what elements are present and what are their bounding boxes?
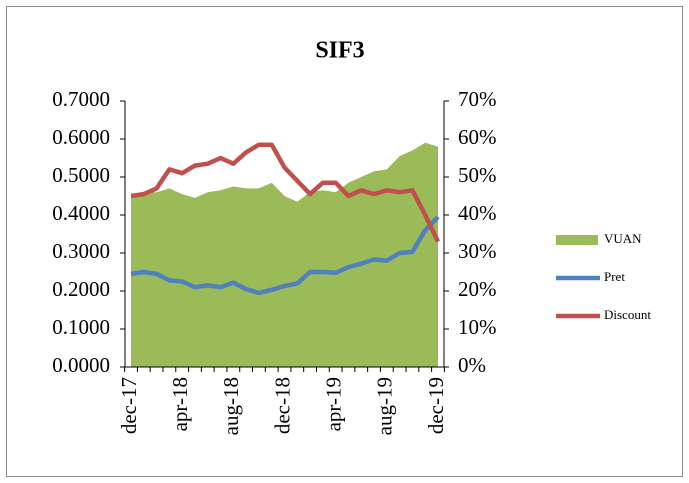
x-tick-label: aug-19 <box>373 377 397 435</box>
y2-tick-label: 40% <box>458 201 497 225</box>
legend-label: Discount <box>604 307 651 322</box>
legend-label: Pret <box>604 269 625 284</box>
y-tick-label: 0.4000 <box>52 201 110 225</box>
line <box>130 142 441 243</box>
x-tick-label: dec-19 <box>424 377 448 434</box>
y2-tick-label: 60% <box>458 125 497 149</box>
legend-label: VUAN <box>604 231 642 246</box>
y2-tick-label: 70% <box>458 87 497 111</box>
y-tick-label: 0.1000 <box>52 315 110 339</box>
y2-tick-label: 30% <box>458 239 497 263</box>
y2-tick-label: 10% <box>458 315 497 339</box>
x-tick-label: aug-18 <box>219 377 243 435</box>
area <box>131 142 438 367</box>
y-tick-label: 0.3000 <box>52 239 110 263</box>
y-tick-label: 0.2000 <box>52 277 110 301</box>
line <box>130 215 440 296</box>
chart-title: SIF3 <box>315 38 364 64</box>
x-tick-label: dec-17 <box>117 377 141 434</box>
y-tick-label: 0.7000 <box>52 87 110 111</box>
y-tick-label: 0.5000 <box>52 163 110 187</box>
y2-tick-label: 50% <box>458 163 497 187</box>
y2-tick-label: 0% <box>458 353 486 377</box>
x-tick-label: apr-18 <box>168 377 192 431</box>
y2-tick-label: 20% <box>458 277 497 301</box>
legend-swatch <box>556 235 598 245</box>
y-tick-label: 0.0000 <box>52 353 110 377</box>
y-tick-label: 0.6000 <box>52 125 110 149</box>
x-tick-label: apr-19 <box>321 377 345 431</box>
x-tick-label: dec-18 <box>270 377 294 434</box>
